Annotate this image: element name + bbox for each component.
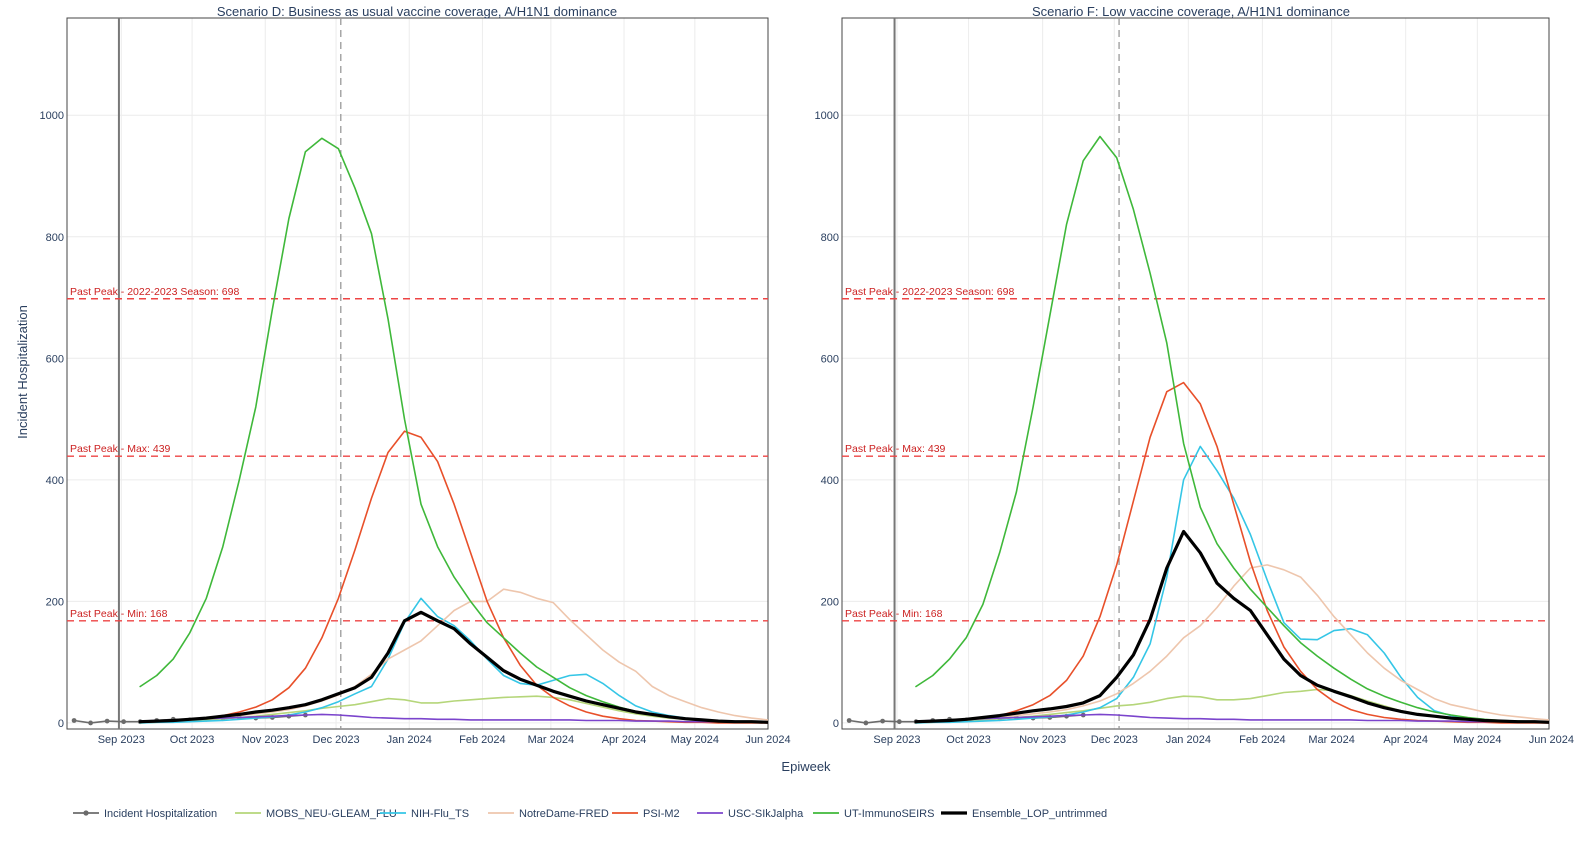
- x-tick-label: Nov 2023: [242, 734, 289, 746]
- series-line-usc-sikjalpha: [139, 713, 768, 724]
- data-point: [71, 718, 77, 723]
- x-tick-label: Mar 2024: [528, 734, 574, 746]
- series-line-notredame-fred: [915, 564, 1549, 724]
- reference-line-label: Past Peak - Min: 168: [70, 608, 168, 620]
- x-tick-label: Jan 2024: [387, 734, 432, 746]
- y-tick-label: 0: [58, 718, 64, 730]
- y-tick-label: 400: [821, 475, 839, 487]
- chart-title: Scenario D: Business as usual vaccine co…: [217, 4, 617, 19]
- legend-label: PSI-M2: [643, 808, 680, 820]
- y-tick-label: 200: [821, 596, 839, 608]
- x-tick-label: May 2024: [1453, 734, 1501, 746]
- y-axis-title: Incident Hospitalization: [15, 305, 30, 439]
- legend-label: Incident Hospitalization: [104, 808, 217, 820]
- data-point: [104, 718, 110, 724]
- reference-line-label: Past Peak - Max: 439: [70, 443, 171, 455]
- reference-line-label: Past Peak - Min: 168: [845, 608, 943, 620]
- x-tick-label: Oct 2023: [170, 734, 215, 746]
- legend-item-usc-sikjalpha[interactable]: USC-SIkJalpha: [697, 808, 804, 820]
- reference-line-label: Past Peak - Max: 439: [845, 443, 946, 455]
- chart-panel-scenario-f: Scenario F: Low vaccine coverage, A/H1N1…: [815, 4, 1575, 746]
- y-tick-label: 1000: [815, 110, 839, 122]
- x-tick-label: Nov 2023: [1019, 734, 1066, 746]
- x-tick-label: Sep 2023: [873, 734, 920, 746]
- y-tick-label: 600: [46, 353, 64, 365]
- x-tick-label: May 2024: [671, 734, 719, 746]
- reference-line-label: Past Peak - 2022-2023 Season: 698: [70, 286, 239, 298]
- legend-item-incident-hospitalization[interactable]: Incident Hospitalization: [73, 808, 217, 820]
- legend-label: Ensemble_LOP_untrimmed: [972, 808, 1107, 820]
- legend-item-notredame-fred[interactable]: NotreDame-FRED: [488, 808, 609, 820]
- x-tick-label: Feb 2024: [1239, 734, 1285, 746]
- legend-label: USC-SIkJalpha: [728, 808, 804, 820]
- y-tick-label: 200: [46, 596, 64, 608]
- x-tick-label: Apr 2024: [1383, 734, 1428, 746]
- legend-label: NIH-Flu_TS: [411, 808, 469, 820]
- legend-marker: [83, 810, 89, 816]
- y-tick-label: 1000: [40, 110, 64, 122]
- legend-item-ensemble-lop-untrimmed[interactable]: Ensemble_LOP_untrimmed: [941, 808, 1107, 820]
- legend-item-mobs-neu-gleam-flu[interactable]: MOBS_NEU-GLEAM_FLU: [235, 808, 397, 820]
- series-line-usc-sikjalpha: [915, 713, 1549, 724]
- data-point: [846, 718, 852, 723]
- x-tick-label: Mar 2024: [1308, 734, 1354, 746]
- legend-item-ut-immunoseirs[interactable]: UT-ImmunoSEIRS: [813, 808, 934, 820]
- series-line-ensemble-lop-untrimmed: [914, 529, 1549, 724]
- x-tick-label: Dec 2023: [313, 734, 360, 746]
- data-point: [863, 720, 869, 726]
- legend-label: MOBS_NEU-GLEAM_FLU: [266, 808, 397, 820]
- x-tick-label: Jun 2024: [745, 734, 790, 746]
- y-tick-label: 600: [821, 353, 839, 365]
- plot-frame: [841, 17, 1550, 730]
- series-line-ensemble-lop-untrimmed: [138, 610, 768, 724]
- y-tick-label: 400: [46, 475, 64, 487]
- y-tick-label: 800: [46, 232, 64, 244]
- legend-item-nih-flu-ts[interactable]: NIH-Flu_TS: [380, 808, 469, 820]
- series-line-ut-immunoseirs: [915, 135, 1549, 724]
- data-point: [880, 718, 886, 724]
- legend-label: NotreDame-FRED: [519, 808, 609, 820]
- data-point: [896, 719, 902, 725]
- legend-label: UT-ImmunoSEIRS: [844, 808, 934, 820]
- x-axis-title: Epiweek: [781, 759, 831, 774]
- chart-title: Scenario F: Low vaccine coverage, A/H1N1…: [1032, 4, 1350, 19]
- y-tick-label: 0: [833, 718, 839, 730]
- chart-panel-scenario-d: Scenario D: Business as usual vaccine co…: [40, 4, 791, 746]
- plot-frame: [66, 17, 769, 730]
- x-tick-label: Oct 2023: [946, 734, 991, 746]
- data-point: [88, 720, 94, 726]
- x-tick-label: Jun 2024: [1529, 734, 1574, 746]
- x-tick-label: Sep 2023: [98, 734, 145, 746]
- y-tick-label: 800: [821, 232, 839, 244]
- legend: Incident Hospitalization MOBS_NEU-GLEAM_F…: [73, 808, 1107, 820]
- x-tick-label: Feb 2024: [459, 734, 505, 746]
- x-tick-label: Apr 2024: [602, 734, 647, 746]
- x-tick-label: Dec 2023: [1091, 734, 1138, 746]
- data-point: [121, 719, 127, 725]
- x-tick-label: Jan 2024: [1166, 734, 1211, 746]
- reference-line-label: Past Peak - 2022-2023 Season: 698: [845, 286, 1014, 298]
- legend-item-psi-m2[interactable]: PSI-M2: [612, 808, 680, 820]
